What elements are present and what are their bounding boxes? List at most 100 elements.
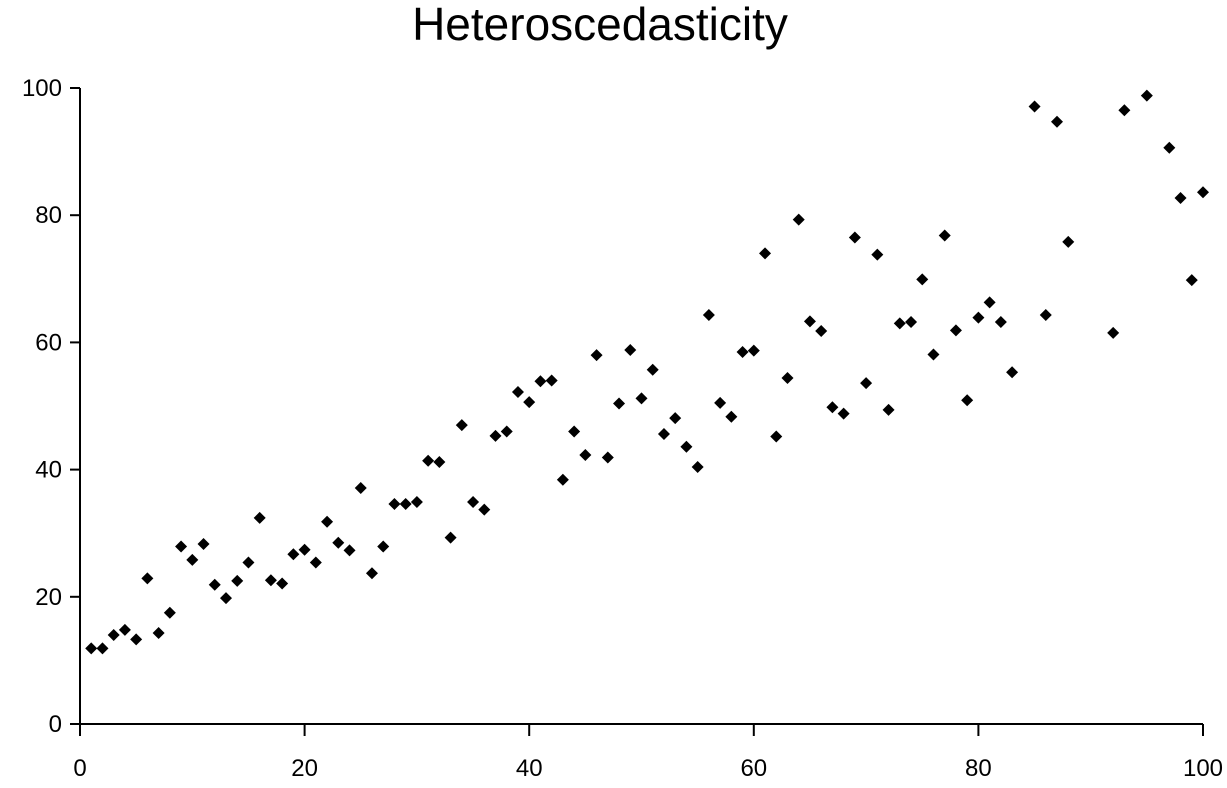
data-point <box>747 344 760 357</box>
data-point <box>1051 115 1064 128</box>
y-tick-label: 40 <box>35 457 62 484</box>
data-point <box>511 386 524 399</box>
data-point <box>534 375 547 388</box>
chart-title: Heteroscedasticity <box>412 0 788 50</box>
data-point <box>669 412 682 425</box>
data-point <box>365 567 378 580</box>
data-point <box>1118 104 1131 117</box>
data-point <box>85 642 98 655</box>
data-point <box>264 574 277 587</box>
x-tick-label: 40 <box>516 755 543 782</box>
data-point <box>523 396 536 409</box>
data-point <box>613 397 626 410</box>
data-point <box>231 574 244 587</box>
data-point <box>725 410 738 423</box>
data-point <box>803 315 816 328</box>
data-point <box>444 531 457 544</box>
data-point <box>321 515 334 528</box>
data-point <box>399 497 412 510</box>
data-point <box>1039 309 1052 322</box>
data-point <box>253 511 266 524</box>
data-point <box>702 309 715 322</box>
data-point <box>141 572 154 585</box>
data-point <box>287 548 300 561</box>
y-tick-label: 60 <box>35 329 62 356</box>
data-point <box>1062 235 1075 248</box>
data-point <box>1107 326 1120 339</box>
data-point <box>1174 192 1187 205</box>
data-point <box>792 213 805 226</box>
data-point <box>500 425 513 438</box>
data-point <box>208 578 221 591</box>
data-point <box>983 296 996 309</box>
data-point <box>545 374 558 387</box>
y-tick-label: 20 <box>35 584 62 611</box>
data-point <box>152 627 165 640</box>
data-point <box>186 553 199 566</box>
data-point <box>354 482 367 495</box>
data-point <box>905 316 918 329</box>
data-point <box>994 316 1007 329</box>
data-point <box>938 229 951 242</box>
data-point <box>96 642 109 655</box>
data-point <box>961 394 974 407</box>
data-point <box>489 429 502 442</box>
data-point <box>568 425 581 438</box>
data-point <box>848 231 861 244</box>
data-point <box>826 401 839 414</box>
data-point <box>871 248 884 261</box>
data-point <box>635 392 648 405</box>
data-point <box>1185 274 1198 287</box>
data-point <box>837 407 850 420</box>
data-point <box>759 247 772 260</box>
data-point <box>590 349 603 362</box>
data-point <box>860 377 873 390</box>
x-tick-label: 60 <box>740 755 767 782</box>
data-point <box>601 451 614 464</box>
data-point <box>691 461 704 474</box>
data-point <box>332 536 345 549</box>
data-point <box>781 372 794 385</box>
data-point <box>972 311 985 324</box>
data-point <box>1163 141 1176 154</box>
y-axis-ticks: 0 20 40 60 80 100 <box>22 75 80 738</box>
data-point <box>433 455 446 468</box>
data-point <box>163 606 176 619</box>
data-point <box>916 273 929 286</box>
data-point <box>410 496 423 509</box>
data-point <box>927 348 940 361</box>
x-tick-label: 20 <box>291 755 318 782</box>
data-point <box>422 454 435 467</box>
data-points <box>85 89 1209 655</box>
x-tick-label: 80 <box>965 755 992 782</box>
data-point <box>1028 100 1041 113</box>
data-point <box>882 403 895 416</box>
data-point <box>276 577 289 590</box>
data-point <box>478 503 491 516</box>
data-point <box>175 540 188 553</box>
data-point <box>298 543 311 556</box>
data-point <box>343 544 356 557</box>
data-point <box>1197 186 1209 199</box>
data-point <box>467 496 480 509</box>
data-point <box>1006 366 1019 379</box>
data-point <box>770 430 783 443</box>
data-point <box>646 363 659 376</box>
data-point <box>893 317 906 330</box>
data-point <box>130 633 143 646</box>
data-point <box>377 540 390 553</box>
y-tick-label: 80 <box>35 202 62 229</box>
data-point <box>388 497 401 510</box>
data-point <box>736 345 749 358</box>
data-point <box>1140 89 1153 102</box>
y-tick-label: 0 <box>49 711 62 738</box>
data-point <box>556 473 569 486</box>
data-point <box>107 628 120 641</box>
data-point <box>309 556 322 569</box>
data-point <box>197 538 210 551</box>
x-axis-ticks: 0 20 40 60 80 100 <box>73 724 1223 782</box>
data-point <box>579 448 592 461</box>
data-point <box>118 623 131 636</box>
data-point <box>815 324 828 337</box>
